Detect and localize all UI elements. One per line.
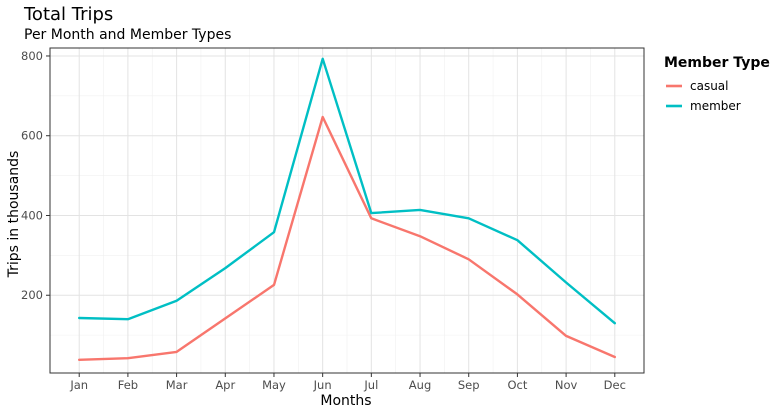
x-axis: Jan Feb Mar Apr May Jun Jul Aug Sep Oct Nov Dec [69, 373, 626, 392]
y-tick-label: 400 [21, 208, 43, 222]
y-tick-label: 600 [21, 129, 43, 143]
plot-border [49, 47, 645, 374]
x-tick-label: Sep [458, 378, 480, 392]
x-tick-label: May [262, 378, 286, 392]
x-axis-title: Months [320, 393, 371, 409]
series-line-member [77, 57, 616, 325]
y-tick-label: 800 [21, 49, 43, 63]
legend: Member Type casual member [664, 55, 770, 113]
legend-title: Member Type [664, 55, 770, 71]
y-axis-title: Trips in thousands [6, 151, 22, 279]
x-tick-label: Nov [555, 378, 578, 392]
x-tick-label: Feb [118, 378, 138, 392]
legend-label-casual: casual [690, 79, 729, 93]
x-tick-label: Oct [507, 378, 527, 392]
x-tick-label: Jan [69, 378, 88, 392]
legend-label-member: member [690, 99, 741, 113]
chart-subtitle: Per Month and Member Types [24, 27, 231, 43]
series-line-casual [77, 115, 616, 361]
x-tick-label: Aug [409, 378, 431, 392]
chart-title: Total Trips [23, 4, 113, 25]
x-tick-label: Apr [215, 378, 235, 392]
x-tick-label: Jun [313, 378, 332, 392]
series-lines [77, 57, 616, 361]
y-axis: 200 400 600 800 [21, 49, 50, 302]
x-tick-label: Jul [363, 378, 378, 392]
x-tick-label: Mar [166, 378, 188, 392]
y-tick-label: 200 [21, 288, 43, 302]
x-tick-label: Dec [604, 378, 626, 392]
